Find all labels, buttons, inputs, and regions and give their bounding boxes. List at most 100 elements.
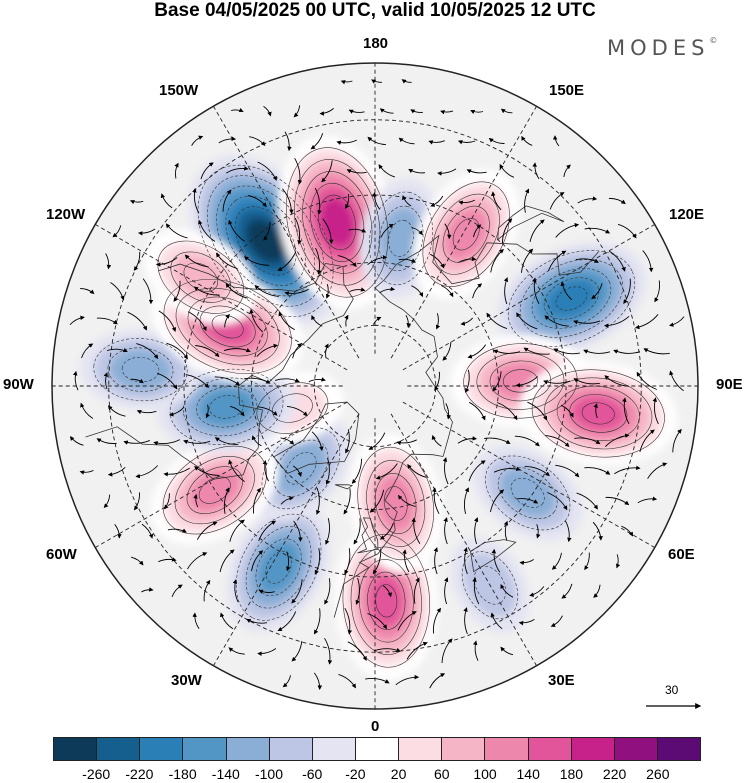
wind-vector [623,278,631,305]
wind-vector [434,371,440,391]
wind-vector [524,188,530,213]
wind-vector [353,518,361,545]
wind-vector [584,467,611,475]
wind-vector [493,466,521,473]
wind-vector [315,247,322,275]
wind-vector [532,277,540,305]
contour-set-5 [507,250,636,347]
wind-vector [492,371,502,392]
wind-vector [514,435,540,447]
wind-vector [284,288,309,296]
wind-vector [105,253,112,270]
wind-vector [470,109,484,115]
wind-vector [379,286,396,293]
colorbar-bin [96,738,140,760]
wind-vector [428,140,445,145]
wind-vector [503,520,509,541]
wind-vector [467,344,487,359]
longitude-label-60e: 60E [668,546,695,563]
wind-vector [107,466,126,477]
wind-vector [441,285,454,298]
wind-vector [545,435,570,448]
wind-vector [460,317,474,326]
contour-set-2 [286,147,389,298]
wind-vector [294,157,303,185]
wind-vector [282,188,294,215]
wind-vector [402,549,410,573]
wind-vector [593,584,601,598]
wind-vector [605,496,630,506]
wind-vector [520,248,534,273]
wind-vector [351,458,363,484]
wind-vector [490,489,505,513]
wind-vector [472,577,480,605]
longitude-label-90e: 90E [716,376,743,393]
wind-vector [114,524,122,539]
wind-vector [192,612,200,629]
graticule [52,63,698,709]
colorbar-bin [225,738,269,760]
wind-vector [141,587,154,593]
wind-vector [344,193,350,209]
wind-vector [463,487,469,515]
wind-vector [106,348,128,353]
wind-vector [405,314,411,328]
contour-set-10 [342,534,430,668]
wind-vector [397,494,416,507]
wind-vector [529,586,545,597]
wind-vector [503,277,509,305]
contour-set-3 [369,191,433,286]
wind-vector [368,432,386,450]
wind-vector [187,311,207,332]
wind-vector [669,370,684,392]
wind-vector [411,285,424,298]
wind-vector [96,438,117,444]
wind-vector [408,168,426,174]
wind-vector [576,492,598,510]
wind-vector [256,343,279,357]
colorbar-bin [656,738,701,760]
wind-vector [343,488,351,515]
wind-vector [553,348,580,355]
wind-vector [593,403,598,419]
meridian-line [402,218,666,371]
wind-vector [519,559,534,566]
wind-vector [195,345,220,358]
wind-vector [465,369,470,393]
contour-set-15 [256,382,329,434]
meridian-line [84,218,348,371]
wind-vector [291,579,303,604]
wind-vector [258,589,275,594]
wind-vector [549,192,565,210]
meridian-line [402,401,666,554]
longitude-label-90w: 90W [3,376,34,393]
wind-vector [284,131,292,152]
wind-vector [367,255,388,266]
wind-vector [563,164,571,177]
wind-vector [311,314,323,327]
wind-vector [372,316,382,325]
colorbar-tick-label: 220 [602,766,627,782]
wind-vector [500,583,514,598]
wind-vector [214,376,241,386]
wind-vector [621,525,634,537]
meridian-line [84,401,348,554]
wind-vector [228,219,246,242]
wind-vector [110,282,125,301]
wind-vector [372,548,382,575]
wind-vector [604,315,630,328]
wind-vector [444,223,452,240]
wind-vector [472,640,479,661]
wind-vector [371,79,383,84]
wind-vector [225,166,249,174]
wind-vector [249,308,264,333]
colorbar-tick-label: -220 [125,766,154,782]
colorbar-bin [613,738,657,760]
wind-vector [253,487,261,514]
wind-vector [445,403,452,420]
wind-vector [133,492,141,511]
wind-vector [375,463,398,480]
colorbar-bin [268,738,312,760]
wind-vector [325,457,330,485]
wind-vector [574,437,601,445]
